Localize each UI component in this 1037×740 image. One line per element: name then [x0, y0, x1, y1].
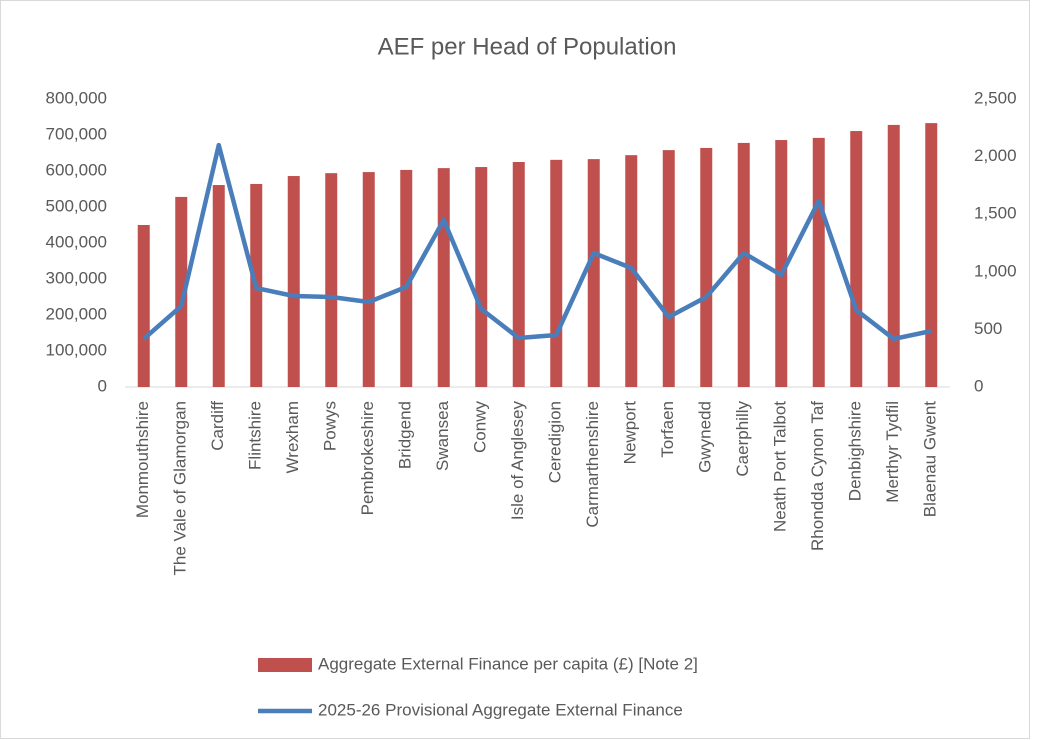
x-tick-label: The Vale of Glamorgan: [171, 401, 190, 576]
bar: [325, 173, 338, 387]
y2-tick-label: 0: [974, 376, 983, 395]
y-tick-label: 600,000: [46, 160, 107, 179]
x-tick-label: Blaenau Gwent: [921, 401, 940, 518]
bar: [662, 150, 675, 387]
bar: [887, 124, 900, 388]
line-series: [142, 142, 932, 342]
x-tick-label: Carmarthenshire: [583, 401, 602, 528]
x-tick-label: Wrexham: [283, 401, 302, 473]
x-tick-label: Conwy: [471, 401, 490, 453]
y-tick-label: 800,000: [46, 88, 107, 107]
bar: [437, 168, 450, 387]
bar: [512, 162, 525, 387]
bar: [400, 169, 413, 387]
bar: [812, 137, 825, 387]
bar: [175, 196, 188, 387]
x-tick-label: Torfaen: [658, 401, 677, 458]
legend-swatch: [258, 658, 312, 672]
legend-label: 2025-26 Provisional Aggregate External F…: [318, 700, 683, 719]
legend-label: Aggregate External Finance per capita (£…: [318, 654, 698, 673]
x-tick-label: Swansea: [433, 400, 452, 470]
x-tick-label: Newport: [621, 401, 640, 465]
y2-tick-label: 1,000: [974, 261, 1017, 280]
y-tick-label: 0: [98, 376, 107, 395]
y-tick-label: 400,000: [46, 232, 107, 251]
y-tick-label: 200,000: [46, 304, 107, 323]
bar: [137, 225, 150, 387]
bar: [475, 167, 488, 387]
bar: [737, 142, 750, 387]
x-tick-label: Bridgend: [396, 401, 415, 469]
x-tick-label: Rhondda Cynon Taf: [808, 401, 827, 551]
x-tick-label: Ceredigion: [546, 401, 565, 483]
bar: [212, 185, 225, 387]
y-tick-label: 500,000: [46, 196, 107, 215]
x-tick-label: Monmouthshire: [133, 401, 152, 518]
bar: [287, 176, 300, 387]
x-tick-label: Cardiff: [208, 401, 227, 451]
y2-tick-label: 1,500: [974, 204, 1017, 223]
x-tick-label: Isle of Anglesey: [508, 401, 527, 521]
x-tick-label: Merthyr Tydfil: [883, 401, 902, 503]
chart-title: AEF per Head of Population: [378, 33, 677, 60]
bar: [587, 159, 600, 387]
x-tick-label: Gwynedd: [696, 401, 715, 473]
x-tick-label: Caerphilly: [733, 401, 752, 477]
bar: [775, 140, 788, 387]
y2-tick-label: 2,000: [974, 146, 1017, 165]
x-tick-label: Neath Port Talbot: [771, 401, 790, 532]
bar: [550, 159, 563, 387]
y-tick-label: 300,000: [46, 268, 107, 287]
bar: [362, 172, 375, 387]
x-tick-label: Pembrokeshire: [358, 401, 377, 515]
x-tick-label: Denbighshire: [846, 401, 865, 501]
bar: [700, 147, 713, 387]
y-tick-label: 100,000: [46, 340, 107, 359]
bar: [850, 131, 863, 387]
x-tick-label: Powys: [321, 401, 340, 451]
bar: [925, 123, 938, 388]
y2-tick-label: 500: [974, 319, 1002, 338]
y2-tick-label: 2,500: [974, 88, 1017, 107]
x-tick-label: Flintshire: [246, 401, 265, 470]
y-tick-label: 700,000: [46, 124, 107, 143]
